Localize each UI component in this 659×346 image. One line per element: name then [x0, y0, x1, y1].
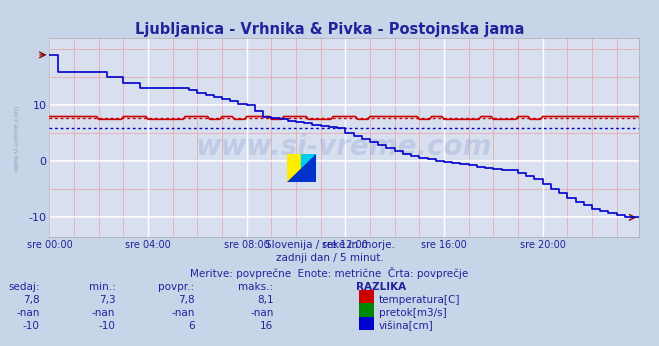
Text: -nan: -nan	[16, 308, 40, 318]
Polygon shape	[287, 154, 316, 182]
Text: višina[cm]: višina[cm]	[379, 321, 434, 331]
Text: 8,1: 8,1	[257, 295, 273, 305]
Text: maks.:: maks.:	[239, 282, 273, 292]
Text: zadnji dan / 5 minut.: zadnji dan / 5 minut.	[275, 253, 384, 263]
Text: -nan: -nan	[171, 308, 194, 318]
Text: -10: -10	[98, 321, 115, 331]
Text: -nan: -nan	[250, 308, 273, 318]
Text: RAZLIKA: RAZLIKA	[356, 282, 406, 292]
Text: www.si-vreme.com: www.si-vreme.com	[14, 104, 20, 171]
Text: www.si-vreme.com: www.si-vreme.com	[196, 134, 492, 162]
Text: 7,8: 7,8	[23, 295, 40, 305]
Bar	[302, 154, 316, 182]
Text: Meritve: povprečne  Enote: metrične  Črta: povprečje: Meritve: povprečne Enote: metrične Črta:…	[190, 267, 469, 279]
Text: 7,8: 7,8	[178, 295, 194, 305]
Text: Ljubljanica - Vrhnika & Pivka - Postojnska jama: Ljubljanica - Vrhnika & Pivka - Postojns…	[135, 22, 524, 37]
Text: -nan: -nan	[92, 308, 115, 318]
Text: temperatura[C]: temperatura[C]	[379, 295, 461, 305]
Text: 16: 16	[260, 321, 273, 331]
Bar	[287, 154, 302, 182]
Text: sedaj:: sedaj:	[8, 282, 40, 292]
Text: povpr.:: povpr.:	[158, 282, 194, 292]
Text: 6: 6	[188, 321, 194, 331]
Text: pretok[m3/s]: pretok[m3/s]	[379, 308, 447, 318]
Text: -10: -10	[22, 321, 40, 331]
Text: Slovenija / reke in morje.: Slovenija / reke in morje.	[264, 240, 395, 251]
Text: min.:: min.:	[88, 282, 115, 292]
Text: 7,3: 7,3	[99, 295, 115, 305]
